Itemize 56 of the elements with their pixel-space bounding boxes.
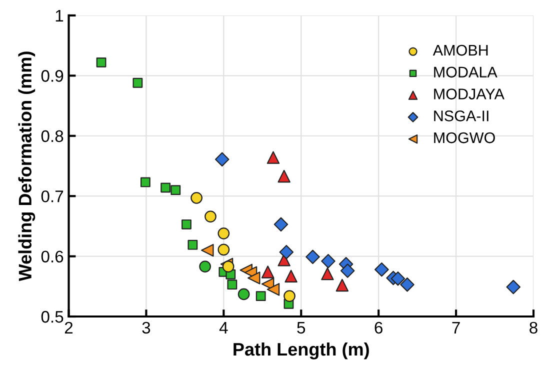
point: [336, 278, 349, 292]
x-axis-title: Path Length (m): [234, 342, 369, 360]
point: [160, 182, 171, 193]
point: [256, 291, 266, 301]
x-tick-label: 6: [374, 322, 382, 334]
point: [218, 227, 230, 240]
point: [284, 270, 298, 283]
point: [199, 260, 212, 272]
point: [227, 280, 238, 290]
x-tick-label: 3: [142, 322, 150, 334]
point: [266, 283, 280, 296]
x-tick-label: 2: [64, 322, 73, 334]
point: [261, 266, 274, 278]
point: [374, 262, 389, 277]
y-tick-label: 0.8: [41, 130, 64, 142]
point: [218, 244, 230, 256]
x-tick-label: 8: [530, 322, 538, 334]
point: [266, 151, 280, 164]
point: [188, 240, 198, 250]
y-tick-label: 0.5: [41, 310, 64, 323]
y-tick-label: 0.7: [41, 190, 64, 202]
legend-label: MOGWO: [434, 132, 495, 144]
point: [140, 177, 150, 188]
legend-label: NSGA-II: [434, 110, 488, 122]
point: [340, 264, 355, 278]
point: [214, 152, 230, 166]
legend-label: MODJAYA: [434, 88, 504, 100]
point: [132, 78, 143, 88]
point: [279, 244, 294, 260]
point: [284, 290, 296, 302]
point: [201, 244, 214, 257]
x-tick-label: 7: [452, 322, 460, 334]
point: [400, 277, 414, 292]
point: [248, 272, 260, 284]
point: [170, 185, 181, 196]
legend-label: MODALA: [434, 66, 498, 78]
point: [506, 280, 521, 294]
point: [321, 254, 336, 268]
x-tick-label: 4: [219, 322, 228, 334]
x-tick-label: 5: [297, 322, 306, 334]
y-axis-title: Welding Deformation (mm): [18, 52, 36, 282]
point: [222, 260, 234, 272]
point: [390, 271, 406, 286]
y-tick-label: 0.9: [41, 70, 64, 82]
legend-label: AMOBH: [432, 44, 488, 56]
point: [190, 192, 202, 204]
y-tick-label: 1: [56, 10, 64, 22]
point: [96, 57, 106, 68]
point: [238, 288, 250, 300]
point: [204, 210, 216, 222]
point: [306, 250, 320, 264]
point: [321, 267, 334, 280]
point: [278, 170, 290, 183]
point: [274, 217, 288, 232]
point: [182, 219, 192, 230]
y-tick-label: 0.6: [41, 250, 64, 263]
